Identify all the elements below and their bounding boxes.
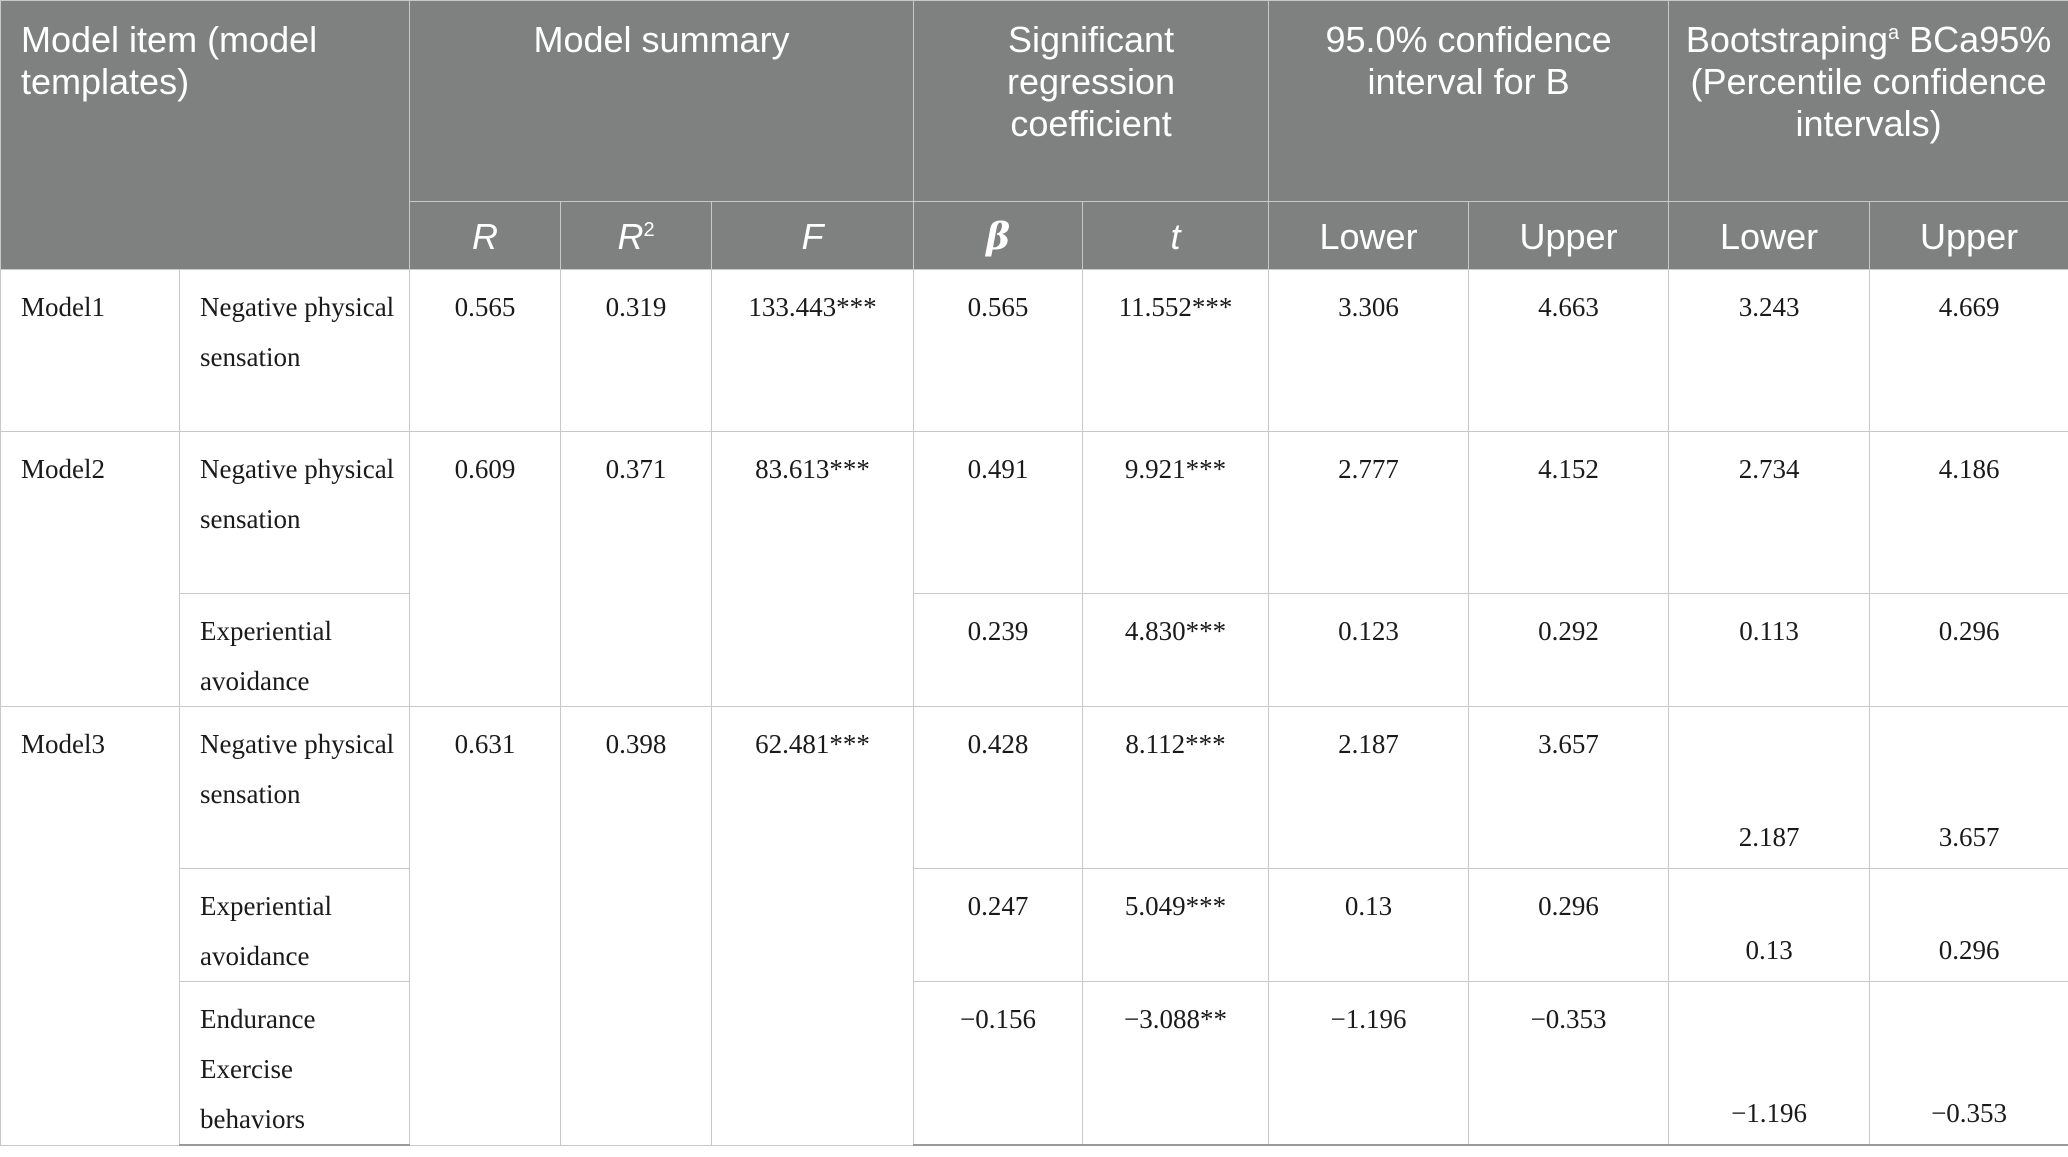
header-bs-upper: Upper — [1869, 201, 2068, 270]
cell-r: 0.631 — [409, 706, 562, 1146]
model-name: Model2 — [0, 431, 180, 707]
header-row-sub: R R2 F β t Lower Upper Lower Upper — [1, 201, 2068, 270]
header-row-top: Model item (model templates) Model summa… — [0, 0, 2068, 270]
model-name: Model1 — [0, 269, 180, 432]
cell-bs-lower: 2.187 — [1668, 706, 1871, 869]
cell-r-squared: 0.319 — [560, 269, 713, 432]
header-r: R — [409, 201, 562, 270]
header-r-squared: R2 — [560, 201, 713, 270]
table-row: Model3 Negative physical sensation 0.631… — [0, 706, 2068, 1146]
cell-ci-upper: 3.657 — [1468, 706, 1670, 869]
cell-bs-upper: 4.669 — [1869, 269, 2068, 432]
header-ci-lower: Lower — [1268, 201, 1470, 270]
cell-ci-lower: 2.777 — [1268, 431, 1470, 594]
cell-bs-upper: 0.296 — [1869, 593, 2068, 707]
cell-beta: 0.239 — [913, 593, 1084, 707]
item-label: Negative physical sensation — [178, 706, 411, 869]
cell-ci-upper: 4.152 — [1468, 431, 1670, 594]
cell-bs-lower: −1.196 — [1668, 981, 1871, 1146]
cell-beta: 0.491 — [913, 431, 1084, 594]
cell-bs-lower: 0.113 — [1668, 593, 1871, 707]
header-beta: β — [913, 201, 1084, 270]
header-bootstrapping-subtitle: BCa95% (Percentile confidence intervals) — [1690, 19, 2052, 144]
table-row: Experiential avoidance 0.239 4.830*** 0.… — [1, 593, 2068, 707]
header-bootstrapping-title: Bootstraping — [1685, 19, 1889, 60]
cell-bs-upper: −0.353 — [1869, 981, 2068, 1146]
cell-beta: −0.156 — [913, 981, 1084, 1146]
header-bootstrapping: Bootstrapinga BCa95% (Percentile confide… — [1668, 0, 2068, 202]
cell-f: 133.443*** — [711, 269, 915, 432]
cell-beta: 0.565 — [913, 269, 1084, 432]
cell-t: 5.049*** — [1082, 868, 1270, 982]
cell-r-squared: 0.398 — [560, 706, 713, 1146]
cell-ci-lower: 0.13 — [1268, 868, 1470, 982]
cell-ci-upper: 0.292 — [1468, 593, 1670, 707]
table-row: Model2 Negative physical sensation 0.609… — [0, 431, 2068, 707]
item-label: Experiential avoidance — [178, 593, 411, 707]
table-body: Model1 Negative physical sensation 0.565… — [0, 269, 2068, 1146]
cell-bs-upper: 4.186 — [1869, 431, 2068, 594]
cell-t: 9.921*** — [1082, 431, 1270, 594]
item-label: Experiential avoidance — [178, 868, 411, 982]
cell-bs-lower: 3.243 — [1668, 269, 1871, 432]
cell-beta: 0.247 — [913, 868, 1084, 982]
cell-r-squared: 0.371 — [560, 431, 713, 707]
header-t: t — [1082, 201, 1270, 270]
header-r-squared-base: R — [617, 215, 644, 257]
header-model-item: Model item (model templates) — [0, 0, 411, 270]
header-bootstrapping-footnote-mark: a — [1888, 22, 1900, 44]
cell-bs-lower: 2.734 — [1668, 431, 1871, 594]
cell-t: 4.830*** — [1082, 593, 1270, 707]
header-confidence-interval: 95.0% confidence interval for B — [1268, 0, 1670, 202]
header-ci-upper: Upper — [1468, 201, 1670, 270]
cell-beta: 0.428 — [913, 706, 1084, 869]
item-label: Endurance Exercise behaviors — [178, 981, 411, 1146]
cell-bs-lower: 0.13 — [1668, 868, 1871, 982]
cell-bs-upper: 0.296 — [1869, 868, 2068, 982]
header-r-squared-exp: 2 — [643, 218, 655, 241]
table-row: Model1 Negative physical sensation 0.565… — [0, 269, 2068, 432]
cell-t: 11.552*** — [1082, 269, 1270, 432]
item-label: Negative physical sensation — [178, 269, 411, 432]
table-row: Endurance Exercise behaviors −0.156 −3.0… — [1, 981, 2068, 1146]
cell-t: 8.112*** — [1082, 706, 1270, 869]
header-f: F — [711, 201, 915, 270]
cell-ci-lower: −1.196 — [1268, 981, 1470, 1146]
cell-f: 83.613*** — [711, 431, 915, 707]
header-significant-coefficient: Significant regression coefficient — [913, 0, 1270, 202]
header-model-summary: Model summary — [409, 0, 915, 202]
table-header: Model item (model templates) Model summa… — [0, 0, 2068, 270]
cell-ci-lower: 3.306 — [1268, 269, 1470, 432]
cell-ci-lower: 2.187 — [1268, 706, 1470, 869]
cell-r: 0.565 — [409, 269, 562, 432]
cell-ci-upper: 4.663 — [1468, 269, 1670, 432]
cell-ci-lower: 0.123 — [1268, 593, 1470, 707]
cell-f: 62.481*** — [711, 706, 915, 1146]
item-label: Negative physical sensation — [178, 431, 411, 594]
cell-r: 0.609 — [409, 431, 562, 707]
cell-t: −3.088** — [1082, 981, 1270, 1146]
table-row: Experiential avoidance 0.247 5.049*** 0.… — [1, 868, 2068, 982]
model-name: Model3 — [0, 706, 180, 1146]
cell-ci-upper: −0.353 — [1468, 981, 1670, 1146]
header-bs-lower: Lower — [1668, 201, 1871, 270]
cell-ci-upper: 0.296 — [1468, 868, 1670, 982]
cell-bs-upper: 3.657 — [1869, 706, 2068, 869]
